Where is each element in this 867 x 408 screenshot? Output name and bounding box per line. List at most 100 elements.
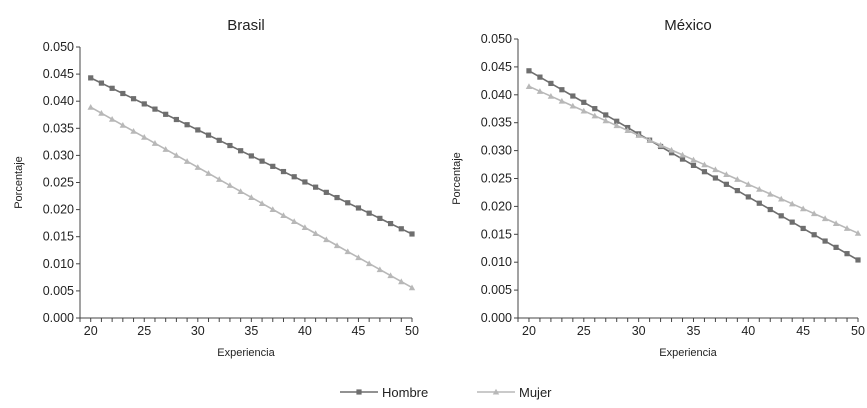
data-point-mujer bbox=[355, 254, 362, 261]
data-point-mujer bbox=[767, 190, 774, 197]
data-point-mujer bbox=[344, 248, 351, 255]
data-point-mujer bbox=[216, 176, 223, 182]
data-point-mujer bbox=[788, 200, 796, 207]
data-point-hombre bbox=[592, 106, 598, 112]
legend: Hombre Mujer bbox=[340, 385, 552, 400]
data-point-mujer bbox=[580, 107, 588, 114]
data-point-hombre bbox=[398, 226, 404, 232]
data-point-mujer bbox=[756, 185, 763, 192]
data-point-mujer bbox=[365, 260, 373, 267]
x-tick-label: 40 bbox=[298, 324, 312, 338]
data-point-mujer bbox=[723, 171, 730, 178]
x-tick-label: 45 bbox=[351, 324, 365, 338]
data-point-hombre bbox=[238, 148, 244, 154]
x-tick-label: 30 bbox=[632, 324, 646, 338]
data-point-mujer bbox=[98, 109, 105, 116]
x-tick-label: 50 bbox=[851, 324, 865, 338]
data-point-hombre bbox=[130, 96, 137, 102]
data-point-hombre bbox=[548, 80, 554, 87]
legend-mujer-label: Mujer bbox=[519, 385, 552, 400]
data-point-mujer bbox=[162, 146, 169, 152]
data-point-hombre bbox=[756, 200, 762, 206]
data-point-hombre bbox=[205, 132, 212, 138]
y-tick-label: 0.025 bbox=[481, 172, 512, 186]
data-point-mujer bbox=[745, 181, 752, 187]
data-point-mujer bbox=[843, 225, 851, 231]
data-point-mujer bbox=[408, 284, 416, 291]
x-tick-label: 35 bbox=[687, 324, 701, 338]
data-point-mujer bbox=[821, 215, 829, 222]
data-point-mujer bbox=[248, 194, 255, 200]
data-point-hombre bbox=[259, 158, 265, 164]
data-point-mujer bbox=[258, 200, 266, 206]
data-point-hombre bbox=[712, 175, 719, 181]
legend-mujer-marker bbox=[492, 388, 500, 395]
data-point-hombre bbox=[668, 150, 675, 156]
data-point-hombre bbox=[195, 127, 201, 133]
x-tick-label: 25 bbox=[577, 324, 591, 338]
data-point-mujer bbox=[854, 229, 862, 236]
data-point-hombre bbox=[734, 188, 740, 194]
data-point-mujer bbox=[624, 127, 631, 134]
data-point-mujer bbox=[301, 224, 309, 231]
y-tick-label: 0.015 bbox=[481, 227, 512, 241]
legend-hombre-marker bbox=[356, 389, 362, 395]
y-tick-label: 0.035 bbox=[481, 116, 512, 130]
data-point-hombre bbox=[313, 184, 319, 190]
data-point-mujer bbox=[376, 266, 384, 273]
x-tick-label: 35 bbox=[244, 324, 258, 338]
data-point-hombre bbox=[767, 206, 773, 213]
data-point-mujer bbox=[130, 128, 137, 134]
data-point-hombre bbox=[701, 169, 708, 175]
data-point-mujer bbox=[536, 88, 544, 94]
data-point-hombre bbox=[559, 87, 565, 93]
y-tick-label: 0.050 bbox=[43, 40, 74, 54]
data-point-hombre bbox=[345, 200, 351, 206]
chart-title: Brasil bbox=[227, 17, 265, 34]
data-point-mujer bbox=[525, 83, 533, 89]
y-tick-label: 0.010 bbox=[481, 255, 512, 269]
y-tick-label: 0.045 bbox=[481, 60, 512, 74]
data-point-hombre bbox=[409, 231, 415, 237]
data-point-mujer bbox=[280, 212, 287, 219]
data-point-mujer bbox=[398, 278, 405, 285]
data-point-hombre bbox=[526, 68, 532, 74]
chart-brasil: Brasil 0.000 0.005 0.010 0.015 0.020 0.025 0.03… bbox=[13, 17, 419, 359]
y-tick-label: 0.010 bbox=[43, 257, 74, 271]
data-point-hombre bbox=[270, 163, 276, 169]
x-tick-label: 20 bbox=[84, 324, 98, 338]
data-point-mujer bbox=[205, 170, 212, 176]
data-point-hombre bbox=[141, 101, 147, 107]
data-point-hombre bbox=[855, 257, 861, 263]
data-point-hombre bbox=[323, 189, 329, 195]
data-point-hombre bbox=[152, 106, 158, 112]
y-tick-label: 0.000 bbox=[481, 311, 512, 325]
data-point-hombre bbox=[98, 80, 105, 86]
data-point-hombre bbox=[822, 238, 828, 244]
data-point-hombre bbox=[216, 137, 222, 143]
y-tick-label: 0.020 bbox=[481, 199, 512, 213]
data-point-mujer bbox=[668, 146, 675, 153]
data-point-mujer bbox=[173, 152, 180, 158]
data-point-mujer bbox=[613, 122, 620, 129]
data-point-hombre bbox=[355, 205, 362, 211]
y-tick-label: 0.005 bbox=[43, 284, 74, 298]
data-point-hombre bbox=[377, 215, 383, 221]
data-point-hombre bbox=[603, 112, 609, 118]
data-point-hombre bbox=[614, 118, 620, 124]
y-tick-label: 0.005 bbox=[481, 283, 512, 297]
x-tick-label: 30 bbox=[191, 324, 205, 338]
data-point-mujer bbox=[387, 272, 394, 279]
data-point-mujer bbox=[269, 206, 276, 212]
y-tick-label: 0.040 bbox=[481, 88, 512, 102]
data-point-hombre bbox=[679, 156, 686, 162]
data-point-mujer bbox=[679, 151, 686, 158]
data-point-hombre bbox=[778, 213, 784, 219]
data-point-mujer bbox=[657, 141, 664, 148]
y-tick-label: 0.040 bbox=[43, 94, 74, 108]
legend-hombre-label: Hombre bbox=[382, 385, 428, 400]
y-tick-label: 0.025 bbox=[43, 176, 74, 190]
data-point-hombre bbox=[833, 244, 839, 250]
data-point-mujer bbox=[558, 97, 566, 104]
x-tick-label: 20 bbox=[522, 324, 536, 338]
